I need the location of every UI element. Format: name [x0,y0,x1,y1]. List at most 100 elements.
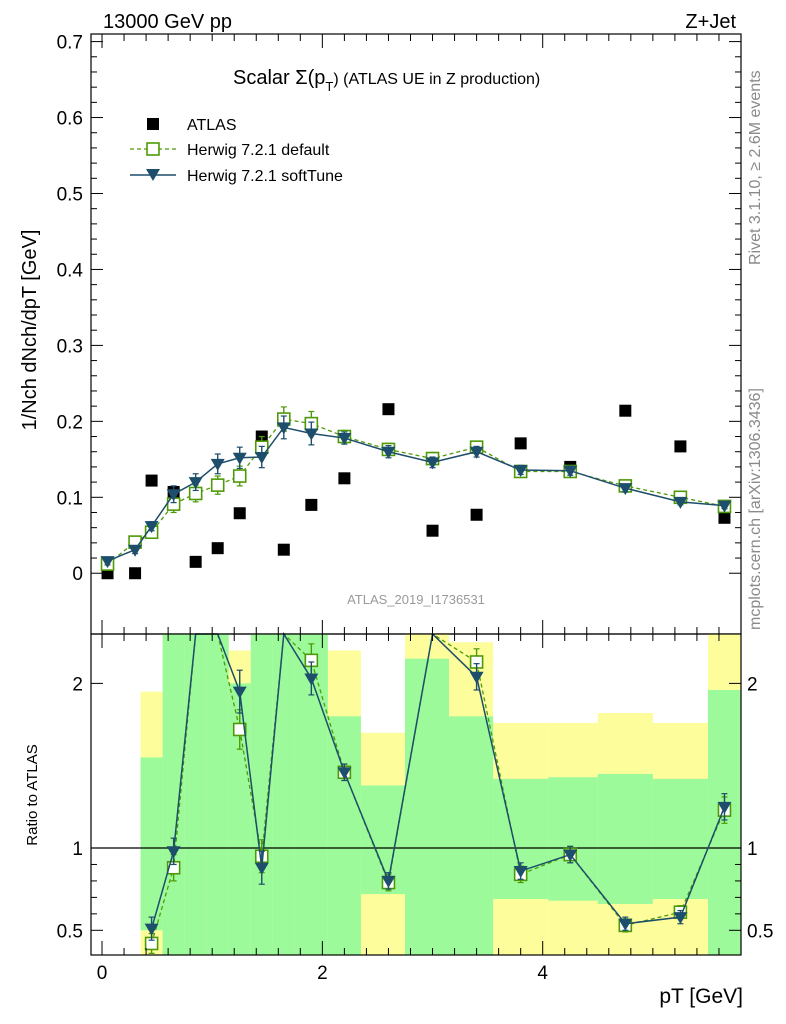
main-point-softtune [210,458,225,471]
main-point-default [210,478,225,492]
ratio-ytick-label: 2 [72,674,83,695]
mcplots-label: mcplots.cern.ch [arXiv:1306.3436] [747,388,764,630]
main-point-softtune [100,556,115,569]
ratio-point-softtune [337,767,352,780]
main-ytick-label: 0.4 [57,260,84,281]
ratio-band-green [228,683,251,955]
ratio-point-softtune [254,862,269,875]
main-point-atlas [426,524,439,537]
main-point-atlas [145,474,158,487]
main-point-softtune [254,452,269,465]
ratio-data-layer [91,631,741,955]
x-axis-label: pT [GeV] [659,985,743,1008]
ratio-point-softtune [673,912,688,925]
ratio-ytick-label: 0.5 [57,921,83,942]
main-point-default [232,469,247,483]
ratio-band-green [652,778,708,900]
plot-title-main: Scalar Σ(p [233,67,325,89]
main-ytick-label: 0 [72,564,83,585]
main-point-softtune [166,489,181,502]
legend: ATLAS Herwig 7.2.1 default Herwig 7.2.1 … [130,117,343,185]
legend-label-default: Herwig 7.2.1 default [187,142,330,159]
main-point-atlas [619,404,632,417]
main-ytick-label: 0.5 [57,184,83,205]
plot-title-sub: T [325,79,333,94]
legend-label-softtune: Herwig 7.2.1 softTune [187,168,343,185]
plot-title-end: ) (ATLAS UE in Z production) [333,71,540,88]
ratio-point-softtune [717,801,732,814]
main-point-atlas [514,437,527,450]
ratio-xtick-label: 2 [317,963,328,984]
main-ytick-label: 0.2 [57,412,83,433]
main-point-softtune [337,433,352,446]
main-data-layer [100,403,732,580]
main-point-atlas [382,403,395,416]
main-point-softtune [232,452,247,465]
legend-label-atlas: ATLAS [187,117,237,134]
ratio-band-green [184,634,207,955]
plot-title: Scalar Σ(pT) (ATLAS UE in Z production) [233,67,540,94]
main-ylabel: 1/Nch dNch/dpT [GeV] [19,230,41,431]
main-point-softtune [276,422,291,435]
ratio-ytick-label-right: 2 [747,674,758,695]
ratio-ytick-label-right: 1 [747,839,758,860]
legend-marker-default [146,142,160,156]
ratio-axis-ticks: 0.5 0.5 1 1 2 2 0 2 4 [57,634,773,984]
ratio-point-softtune [166,846,181,859]
main-point-softtune [513,464,528,477]
main-point-atlas [189,555,202,568]
main-point-softtune [381,446,396,459]
ratio-ytick-label-right: 0.5 [747,921,773,942]
main-panel: 0 0.1 0.2 0.3 0.4 0.5 0.6 0.7 Scalar Σ(pT) (ATL… [19,33,742,635]
ratio-frame [90,633,742,956]
ratio-band-green [272,634,295,955]
legend-marker-atlas [147,118,159,130]
ratio-point-default [232,722,247,737]
main-point-softtune [304,428,319,441]
header-right: Z+Jet [685,11,736,33]
ratio-point-softtune [232,686,247,699]
legend-marker-softtune [146,169,160,181]
main-point-softtune [425,457,440,470]
main-point-softtune [673,496,688,509]
main-ytick-label: 0.3 [57,336,83,357]
ratio-xtick-label: 4 [537,963,548,984]
main-point-softtune [618,483,633,496]
ratio-point-softtune [469,671,484,684]
main-point-atlas [470,508,483,521]
ratio-band-green [206,634,229,955]
main-ytick-label: 0.1 [57,488,83,509]
main-point-atlas [211,542,224,555]
main-point-softtune [188,477,203,490]
ratio-band-green [404,658,450,955]
rivet-label: Rivet 3.1.10, ≥ 2.6M events [747,70,764,265]
ratio-point-softtune [618,918,633,931]
ratio-band-green [140,757,163,931]
header-left: 13000 GeV pp [103,11,232,33]
main-axis-ticks: 0 0.1 0.2 0.3 0.4 0.5 0.6 0.7 [57,33,741,634]
main-point-softtune [128,544,143,557]
analysis-watermark: ATLAS_2019_I1736531 [347,592,485,607]
main-point-atlas [305,498,318,511]
main-point-atlas [338,472,351,485]
main-point-atlas [277,543,290,556]
ratio-ylabel: Ratio to ATLAS [24,744,41,845]
main-point-softtune [563,465,578,478]
ratio-band-green [548,777,598,901]
ratio-panel: 0.5 0.5 1 1 2 2 0 2 4 Ratio to ATLAS [24,631,773,984]
ratio-band-green [250,634,273,955]
main-point-atlas [674,440,687,453]
main-point-softtune [717,500,732,513]
main-point-atlas [718,511,731,524]
ratio-band-green [162,634,185,955]
main-ytick-label: 0.6 [57,109,83,130]
ratio-point-softtune [381,875,396,888]
ratio-band-green [449,716,494,955]
main-ytick-label: 0.7 [57,33,83,54]
ratio-point-softtune [563,849,578,862]
ratio-point-softtune [513,866,528,879]
main-point-softtune [144,521,159,534]
ratio-point-softtune [144,923,159,936]
ratio-xtick-label: 0 [97,963,108,984]
